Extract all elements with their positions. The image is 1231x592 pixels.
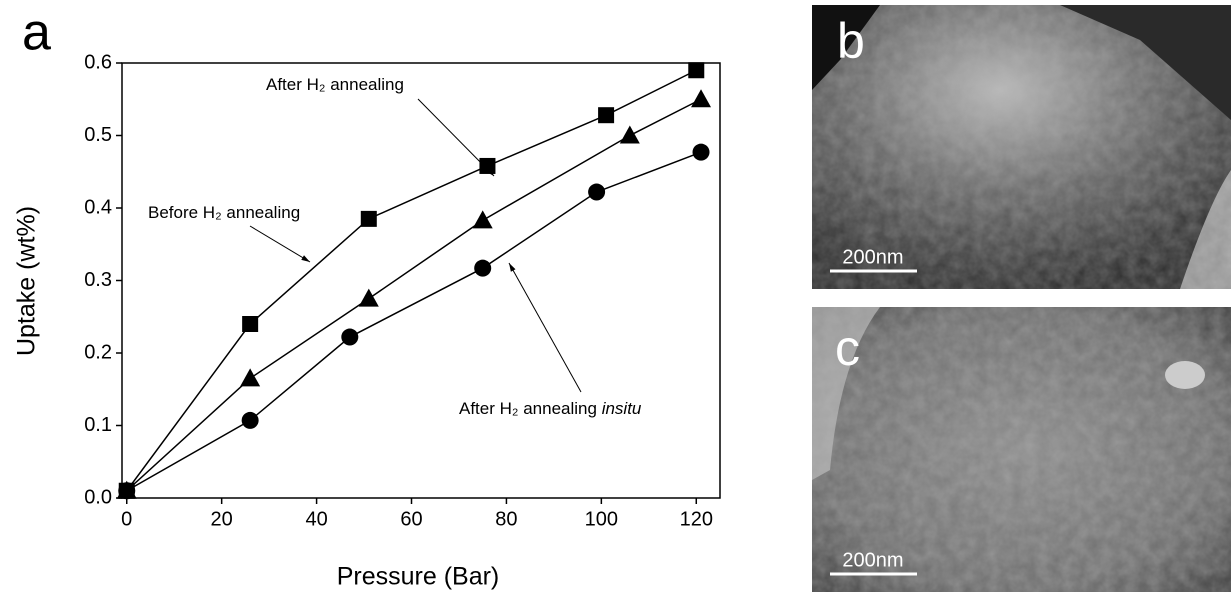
x-axis-label: Pressure (Bar) — [337, 563, 500, 591]
marker — [472, 210, 493, 229]
annotation: After H₂ annealing — [266, 75, 404, 94]
x-tick-label: 60 — [400, 508, 422, 530]
marker — [619, 125, 640, 144]
annotation: After H₂ annealing insitu — [459, 399, 642, 418]
scale-bar-label: 200nm — [842, 549, 903, 571]
annotation-arrow — [417, 98, 495, 177]
y-axis-label: Uptake (wt%) — [13, 206, 41, 356]
marker — [118, 482, 136, 500]
marker — [479, 157, 496, 174]
series-line — [126, 98, 702, 492]
marker — [242, 316, 259, 332]
scale-bar-label: 200nm — [842, 246, 903, 268]
annotation-italic: insitu — [602, 399, 642, 418]
y-tick-label: 0.4 — [84, 196, 112, 218]
marker — [241, 411, 259, 429]
annotation-arrowhead — [486, 168, 494, 176]
marker — [474, 259, 492, 277]
y-tick-label: 0.2 — [84, 341, 112, 363]
marker — [341, 328, 359, 346]
annotation-text: Before H₂ annealing — [148, 203, 300, 222]
x-tick-label: 20 — [211, 508, 233, 530]
image-label: b — [837, 13, 865, 69]
x-tick-label: 80 — [495, 508, 517, 530]
x-tick-label: 40 — [305, 508, 327, 530]
y-tick-label: 0.0 — [84, 486, 112, 508]
marker — [240, 368, 261, 387]
y-tick-label: 0.1 — [84, 414, 112, 436]
annotation-arrowhead — [301, 255, 310, 262]
series-line — [126, 151, 702, 492]
annotation: Before H₂ annealing — [148, 203, 300, 222]
y-tick-label: 0.6 — [84, 51, 112, 73]
marker — [688, 62, 705, 79]
marker — [360, 210, 377, 227]
annotation-arrowhead — [509, 263, 516, 272]
annotation-arrow — [249, 225, 311, 263]
series-line — [126, 69, 697, 492]
annotation-text: After H₂ annealing — [266, 75, 404, 94]
annotation-arrow — [508, 262, 582, 393]
x-tick-label: 0 — [121, 508, 132, 530]
panel-label: a — [22, 4, 51, 62]
x-tick-label: 100 — [585, 508, 618, 530]
sem-image-c — [812, 307, 1231, 592]
annotation-text: After H₂ annealing — [459, 399, 597, 418]
y-tick-label: 0.3 — [84, 269, 112, 291]
marker — [691, 89, 712, 108]
marker — [692, 143, 710, 161]
marker — [588, 183, 606, 201]
marker — [598, 107, 615, 124]
y-tick-label: 0.5 — [84, 124, 112, 146]
marker — [358, 288, 379, 307]
image-label: c — [835, 320, 860, 376]
sem-image-b — [812, 5, 1231, 289]
x-tick-label: 120 — [680, 508, 713, 530]
